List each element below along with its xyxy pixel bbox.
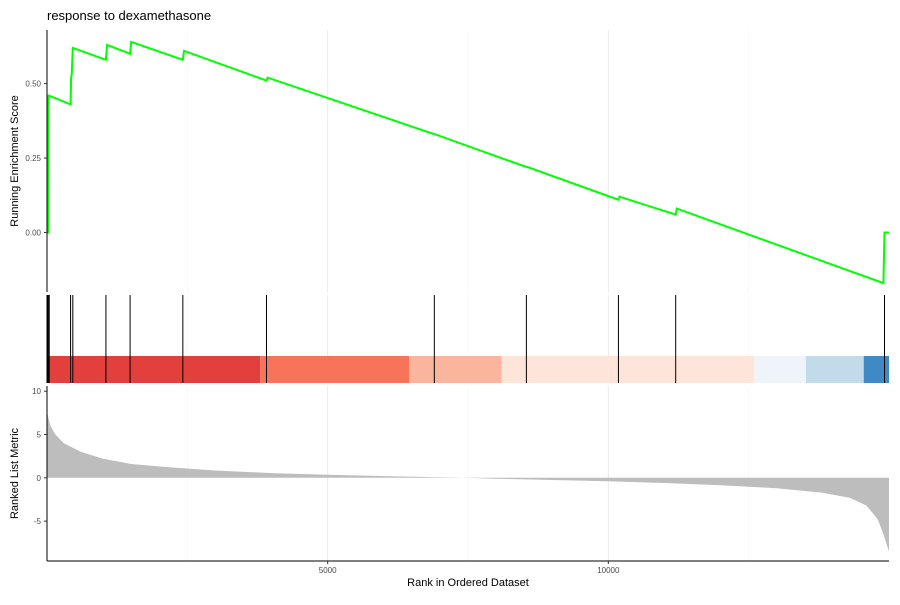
color-bar-segment — [501, 356, 755, 383]
ranked-metric-panel: -5 0 5 10 Ranked List Metric 5000 10000 Rank in… — [9, 386, 889, 589]
color-bar-segment — [754, 356, 806, 383]
y-tick-label: 0.25 — [25, 154, 41, 163]
running-es-ylabel: Running Enrichment Score — [9, 95, 21, 226]
x-tick-label: 5000 — [319, 566, 337, 575]
hits-panel — [46, 295, 889, 383]
ranked-y-tick-label: 5 — [37, 431, 42, 440]
color-bar-segment — [863, 356, 889, 383]
chart-title: response to dexamethasone — [47, 8, 212, 23]
y-tick-label: 0.50 — [25, 80, 41, 89]
running-es-panel: 0.00 0.25 0.50 Running Enrichment Score — [9, 30, 889, 292]
color-bar-segment — [805, 356, 864, 383]
color-bar-segment — [260, 356, 410, 383]
y-tick-label: 0.00 — [25, 228, 41, 237]
running-es-line — [47, 40, 889, 285]
x-axis-label: Rank in Ordered Dataset — [407, 577, 529, 589]
ranked-y-tick-label: 10 — [32, 387, 41, 396]
ranked-metric-ylabel: Ranked List Metric — [9, 427, 21, 519]
x-tick-label: 10000 — [597, 566, 620, 575]
color-bar-segment — [409, 356, 502, 383]
color-bar-segment — [47, 356, 261, 383]
ranked-y-tick-label: 0 — [37, 474, 42, 483]
ranked-metric-area — [47, 412, 889, 552]
ranked-y-tick-label: -5 — [34, 517, 42, 526]
